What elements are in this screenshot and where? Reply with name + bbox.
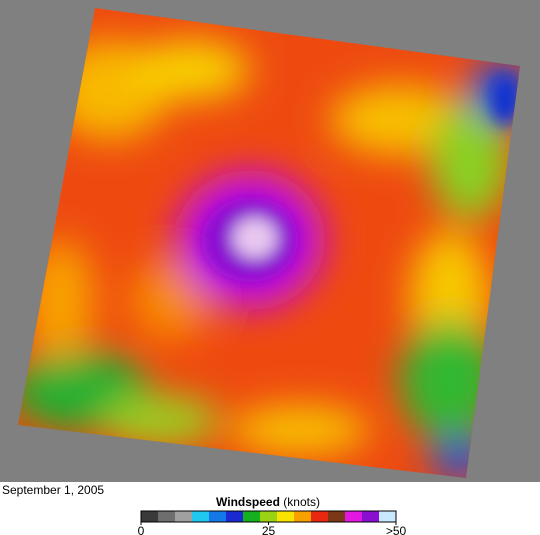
colorbar-tick-label: 25 — [262, 524, 276, 535]
colorbar-swatch — [141, 511, 159, 522]
colorbar-swatch — [158, 511, 176, 522]
colorbar-swatch — [277, 511, 295, 522]
date-caption: September 1, 2005 — [2, 483, 104, 497]
colorbar-swatch — [311, 511, 329, 522]
colorbar-swatch — [362, 511, 380, 522]
colorbar-tick-label: 0 — [138, 524, 145, 535]
colorbar: 0 25 >50 — [138, 510, 407, 535]
colorbar-swatch — [243, 511, 261, 522]
colorbar-swatch — [345, 511, 363, 522]
colorbar-swatch — [328, 511, 346, 522]
colorbar-tick-label: >50 — [386, 524, 407, 535]
colorbar-swatch — [379, 511, 397, 522]
wind-swath — [18, 8, 520, 478]
legend-title-main: Windspeed — [216, 495, 280, 509]
colorbar-swatch — [209, 511, 227, 522]
colorbar-swatch — [192, 511, 210, 522]
legend-title: Windspeed (knots) — [216, 495, 320, 509]
colorbar-swatch — [226, 511, 244, 522]
colorbar-swatch — [260, 511, 278, 522]
colorbar-swatch — [175, 511, 193, 522]
colorbar-swatch — [294, 511, 312, 522]
legend-unit: (knots) — [283, 495, 320, 509]
